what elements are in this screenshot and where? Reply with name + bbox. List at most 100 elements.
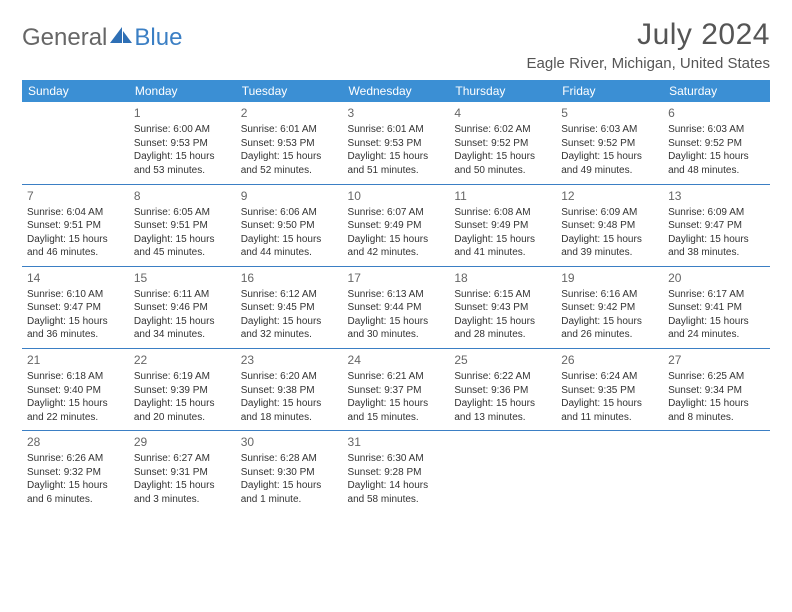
sunset-text: Sunset: 9:44 PM [348,301,445,315]
calendar-cell: 28Sunrise: 6:26 AMSunset: 9:32 PMDayligh… [22,431,129,513]
daylight-text: Daylight: 15 hours [668,315,765,329]
day-number: 14 [27,270,124,286]
sunset-text: Sunset: 9:50 PM [241,219,338,233]
sunrise-text: Sunrise: 6:12 AM [241,288,338,302]
calendar-cell: 15Sunrise: 6:11 AMSunset: 9:46 PMDayligh… [129,266,236,348]
day-number: 19 [561,270,658,286]
sunset-text: Sunset: 9:28 PM [348,466,445,480]
daylight-text: Daylight: 15 hours [668,150,765,164]
location-text: Eagle River, Michigan, United States [527,55,770,72]
sunset-text: Sunset: 9:53 PM [241,137,338,151]
calendar-cell: 18Sunrise: 6:15 AMSunset: 9:43 PMDayligh… [449,266,556,348]
sunrise-text: Sunrise: 6:20 AM [241,370,338,384]
sunset-text: Sunset: 9:49 PM [348,219,445,233]
sunrise-text: Sunrise: 6:02 AM [454,123,551,137]
day-number: 27 [668,352,765,368]
day-number: 11 [454,188,551,204]
calendar-week-row: 1Sunrise: 6:00 AMSunset: 9:53 PMDaylight… [22,102,770,184]
calendar-cell: 13Sunrise: 6:09 AMSunset: 9:47 PMDayligh… [663,184,770,266]
col-tuesday: Tuesday [236,80,343,102]
daylight-text: Daylight: 15 hours [241,233,338,247]
daylight-text: and 51 minutes. [348,164,445,178]
sunset-text: Sunset: 9:53 PM [348,137,445,151]
day-number: 2 [241,105,338,121]
daylight-text: Daylight: 15 hours [454,233,551,247]
calendar-cell: 12Sunrise: 6:09 AMSunset: 9:48 PMDayligh… [556,184,663,266]
calendar-week-row: 21Sunrise: 6:18 AMSunset: 9:40 PMDayligh… [22,348,770,430]
calendar-cell: 1Sunrise: 6:00 AMSunset: 9:53 PMDaylight… [129,102,236,184]
daylight-text: and 20 minutes. [134,411,231,425]
logo-sail-icon [110,24,132,52]
daylight-text: and 58 minutes. [348,493,445,507]
daylight-text: and 52 minutes. [241,164,338,178]
logo-word-blue: Blue [134,24,182,52]
sunrise-text: Sunrise: 6:04 AM [27,206,124,220]
logo: General Blue [22,24,182,52]
sunrise-text: Sunrise: 6:16 AM [561,288,658,302]
month-title: July 2024 [527,18,770,52]
sunset-text: Sunset: 9:38 PM [241,384,338,398]
day-number: 16 [241,270,338,286]
daylight-text: Daylight: 15 hours [27,479,124,493]
sunset-text: Sunset: 9:32 PM [27,466,124,480]
daylight-text: Daylight: 15 hours [241,479,338,493]
daylight-text: Daylight: 15 hours [668,397,765,411]
daylight-text: Daylight: 15 hours [454,150,551,164]
sunset-text: Sunset: 9:52 PM [668,137,765,151]
day-number: 24 [348,352,445,368]
calendar-table: Sunday Monday Tuesday Wednesday Thursday… [22,80,770,513]
daylight-text: and 13 minutes. [454,411,551,425]
calendar-cell: 20Sunrise: 6:17 AMSunset: 9:41 PMDayligh… [663,266,770,348]
day-number: 28 [27,434,124,450]
daylight-text: Daylight: 15 hours [241,150,338,164]
daylight-text: Daylight: 15 hours [348,150,445,164]
daylight-text: Daylight: 15 hours [134,150,231,164]
day-number: 31 [348,434,445,450]
daylight-text: Daylight: 15 hours [27,233,124,247]
calendar-cell: 6 Sunrise: 6:03 AMSunset: 9:52 PMDaylight… [663,102,770,184]
col-sunday: Sunday [22,80,129,102]
calendar-cell: 22Sunrise: 6:19 AMSunset: 9:39 PMDayligh… [129,348,236,430]
sunrise-text: Sunrise: 6:01 AM [241,123,338,137]
daylight-text: and 41 minutes. [454,246,551,260]
daylight-text: and 44 minutes. [241,246,338,260]
calendar-cell: 19Sunrise: 6:16 AMSunset: 9:42 PMDayligh… [556,266,663,348]
calendar-cell: 2 Sunrise: 6:01 AMSunset: 9:53 PMDaylight… [236,102,343,184]
sunrise-text: Sunrise: 6:25 AM [668,370,765,384]
daylight-text: and 15 minutes. [348,411,445,425]
sunset-text: Sunset: 9:43 PM [454,301,551,315]
sunset-text: Sunset: 9:46 PM [134,301,231,315]
calendar-body: 1Sunrise: 6:00 AMSunset: 9:53 PMDaylight… [22,102,770,513]
day-number: 1 [134,105,231,121]
daylight-text: and 28 minutes. [454,328,551,342]
sunrise-text: Sunrise: 6:03 AM [668,123,765,137]
calendar-cell [22,102,129,184]
calendar-cell: 9Sunrise: 6:06 AMSunset: 9:50 PMDaylight… [236,184,343,266]
daylight-text: Daylight: 15 hours [134,233,231,247]
daylight-text: and 11 minutes. [561,411,658,425]
daylight-text: Daylight: 14 hours [348,479,445,493]
calendar-week-row: 28Sunrise: 6:26 AMSunset: 9:32 PMDayligh… [22,431,770,513]
calendar-cell: 5Sunrise: 6:03 AMSunset: 9:52 PMDaylight… [556,102,663,184]
calendar-cell: 3Sunrise: 6:01 AMSunset: 9:53 PMDaylight… [343,102,450,184]
daylight-text: and 32 minutes. [241,328,338,342]
sunset-text: Sunset: 9:45 PM [241,301,338,315]
sunset-text: Sunset: 9:51 PM [27,219,124,233]
header: General Blue July 2024 Eagle River, Mich… [22,18,770,72]
calendar-cell: 30Sunrise: 6:28 AMSunset: 9:30 PMDayligh… [236,431,343,513]
sunrise-text: Sunrise: 6:19 AM [134,370,231,384]
day-number: 6 [668,105,765,121]
daylight-text: and 49 minutes. [561,164,658,178]
sunrise-text: Sunrise: 6:13 AM [348,288,445,302]
day-number: 13 [668,188,765,204]
sunset-text: Sunset: 9:35 PM [561,384,658,398]
daylight-text: and 46 minutes. [27,246,124,260]
calendar-cell: 14Sunrise: 6:10 AMSunset: 9:47 PMDayligh… [22,266,129,348]
calendar-cell: 25Sunrise: 6:22 AMSunset: 9:36 PMDayligh… [449,348,556,430]
day-number: 4 [454,105,551,121]
calendar-cell: 11Sunrise: 6:08 AMSunset: 9:49 PMDayligh… [449,184,556,266]
daylight-text: and 26 minutes. [561,328,658,342]
day-number: 23 [241,352,338,368]
daylight-text: Daylight: 15 hours [241,315,338,329]
daylight-text: Daylight: 15 hours [241,397,338,411]
